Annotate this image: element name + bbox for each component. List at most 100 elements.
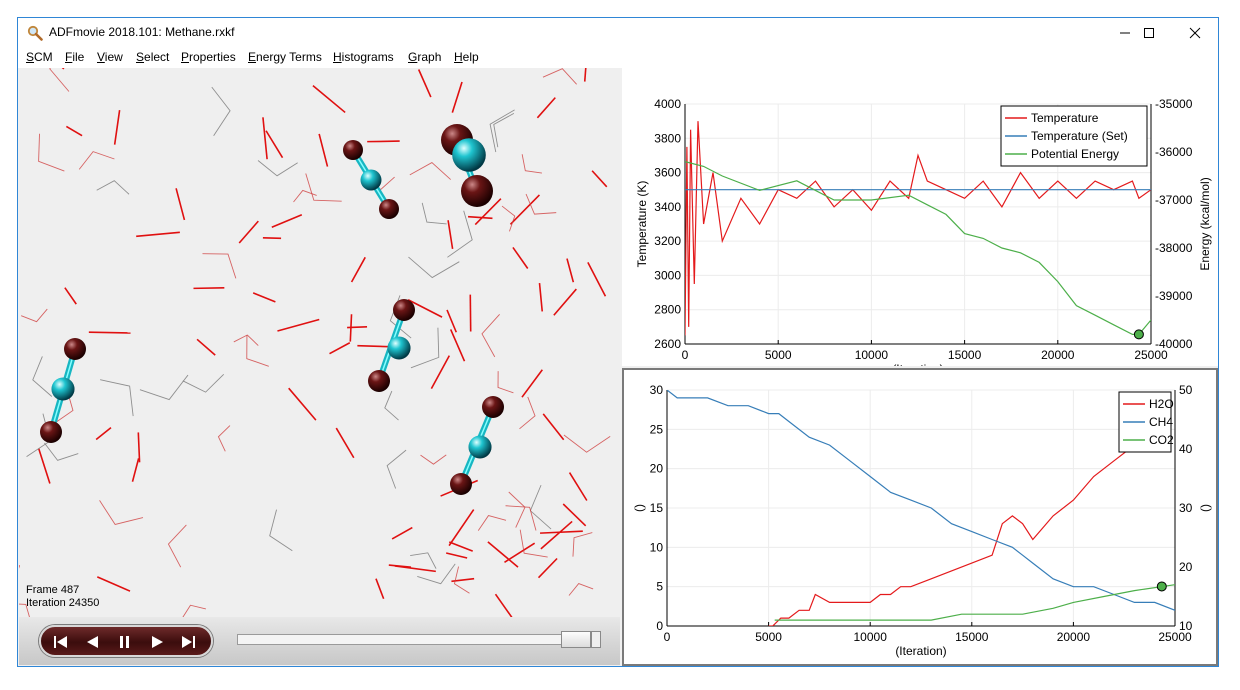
y-tick-label-right: 50 <box>1179 383 1193 397</box>
y-tick-label-left: 0 <box>656 619 663 633</box>
molecule-bond <box>95 427 112 441</box>
x-axis-label: (Iteration) <box>892 362 943 366</box>
legend-entry: H2O <box>1149 397 1174 411</box>
water-molecule <box>96 180 130 195</box>
molecule-bond <box>449 329 466 362</box>
carbon-atom <box>468 435 492 459</box>
co2-molecule[interactable] <box>368 299 415 392</box>
water-molecule <box>508 491 526 528</box>
y-tick-label-right: 40 <box>1179 442 1193 456</box>
water-molecule <box>477 515 507 531</box>
water-molecule <box>410 552 437 569</box>
molecule-bond <box>288 387 317 421</box>
temperature-energy-chart[interactable]: 0 5000 10000 15000 20000 25000 2600 2800 3000 320… <box>622 68 1218 366</box>
y-tick-label-right: 30 <box>1179 501 1193 515</box>
water-molecules <box>19 68 611 617</box>
menu-select[interactable]: Select <box>136 50 170 64</box>
molecule-bond <box>65 125 83 137</box>
water-molecule <box>257 160 298 177</box>
water-molecule <box>49 68 70 92</box>
water-molecule <box>519 396 536 430</box>
magnifier-icon[interactable] <box>27 25 43 41</box>
co2-molecule[interactable] <box>343 140 399 219</box>
molecule-bond <box>487 541 519 568</box>
menu-energy-terms[interactable]: Energy Terms <box>248 50 322 64</box>
molecule-bond <box>88 331 131 334</box>
y-axis-label-right: () <box>1198 504 1212 512</box>
frame-slider-end[interactable] <box>591 631 601 648</box>
menu-file[interactable]: File <box>65 50 85 64</box>
water-molecule <box>99 500 144 525</box>
water-molecule <box>384 390 399 421</box>
water-molecule <box>542 68 577 85</box>
frame-slider-track[interactable] <box>237 634 601 645</box>
co2-molecule[interactable] <box>40 338 86 443</box>
water-molecule <box>505 505 537 531</box>
y-tick-label-left: 2800 <box>654 303 681 317</box>
molecule-bond <box>587 261 607 297</box>
water-molecule <box>269 509 293 552</box>
water-molecule <box>525 193 557 215</box>
molecule-bond <box>446 309 458 333</box>
menu-properties[interactable]: Properties <box>181 50 236 64</box>
molecule-bond <box>329 342 351 355</box>
water-molecule <box>497 371 514 394</box>
close-icon <box>1189 27 1201 38</box>
molecule-bond <box>265 130 284 159</box>
water-molecule <box>481 314 500 358</box>
menu-scm[interactable]: SCM <box>26 50 53 64</box>
species-count-chart[interactable]: 0 5000 10000 15000 20000 25000 0 5 10 15 20 25 30 10 2… <box>622 368 1218 666</box>
molecule-bond <box>540 530 583 534</box>
x-tick-label: 10000 <box>854 630 888 644</box>
molecule-bond <box>391 526 413 540</box>
molecule-bond <box>137 432 141 463</box>
legend-entry: Temperature <box>1031 111 1099 125</box>
play-icon[interactable] <box>147 634 167 650</box>
y-tick-label-left: 30 <box>650 383 664 397</box>
current-frame-marker[interactable] <box>1133 329 1144 340</box>
oxygen-atom <box>393 299 415 321</box>
frame-slider-thumb[interactable] <box>561 631 591 648</box>
playback-controls <box>39 625 213 657</box>
oxygen-atom <box>343 140 363 160</box>
molecule-bond <box>131 458 140 482</box>
x-tick-label: 5000 <box>765 348 792 362</box>
current-frame-marker[interactable] <box>1156 581 1167 592</box>
oxygen-atom <box>40 421 62 443</box>
frame-info: Frame 487 Iteration 24350 <box>26 584 99 610</box>
molecule-canvas[interactable] <box>19 68 620 617</box>
frame-label: Frame 487 <box>26 584 80 596</box>
molecule-bond <box>417 69 432 98</box>
molecule-bond <box>350 256 366 283</box>
title-bar[interactable]: ADFmovie 2018.101: Methane.rxkf <box>18 18 1218 47</box>
water-molecule <box>409 162 451 180</box>
co2-molecule[interactable] <box>450 396 504 495</box>
close-button[interactable] <box>1172 18 1218 47</box>
menu-help[interactable]: Help <box>454 50 479 64</box>
menu-graph[interactable]: Graph <box>408 50 442 64</box>
co2-molecule[interactable] <box>441 124 493 207</box>
pause-icon[interactable] <box>115 634 135 650</box>
molecule-bond <box>445 552 468 559</box>
water-molecule <box>305 173 342 202</box>
molecule-bond <box>553 288 577 316</box>
y-axis-label-left: () <box>632 504 646 512</box>
molecule-bond <box>591 170 608 188</box>
menu-view[interactable]: View <box>97 50 123 64</box>
molecule-bond <box>61 68 65 70</box>
skip-to-end-icon[interactable] <box>179 634 199 650</box>
molecule-viewer[interactable]: Frame 487 Iteration 24350 <box>19 68 620 617</box>
molecule-bond <box>583 68 587 82</box>
water-molecule <box>572 532 593 557</box>
minimize-button[interactable] <box>1102 18 1148 47</box>
molecule-bond <box>64 287 77 305</box>
y-tick-label-right: -40000 <box>1155 337 1193 351</box>
carbon-atom <box>51 377 75 401</box>
skip-to-start-icon[interactable] <box>51 634 71 650</box>
co2-molecules <box>40 124 504 495</box>
menu-histograms[interactable]: Histograms <box>333 50 394 64</box>
molecule-bond <box>96 576 131 592</box>
maximize-button[interactable] <box>1126 18 1172 47</box>
step-back-icon[interactable] <box>83 634 103 650</box>
molecule-bond <box>509 194 541 225</box>
